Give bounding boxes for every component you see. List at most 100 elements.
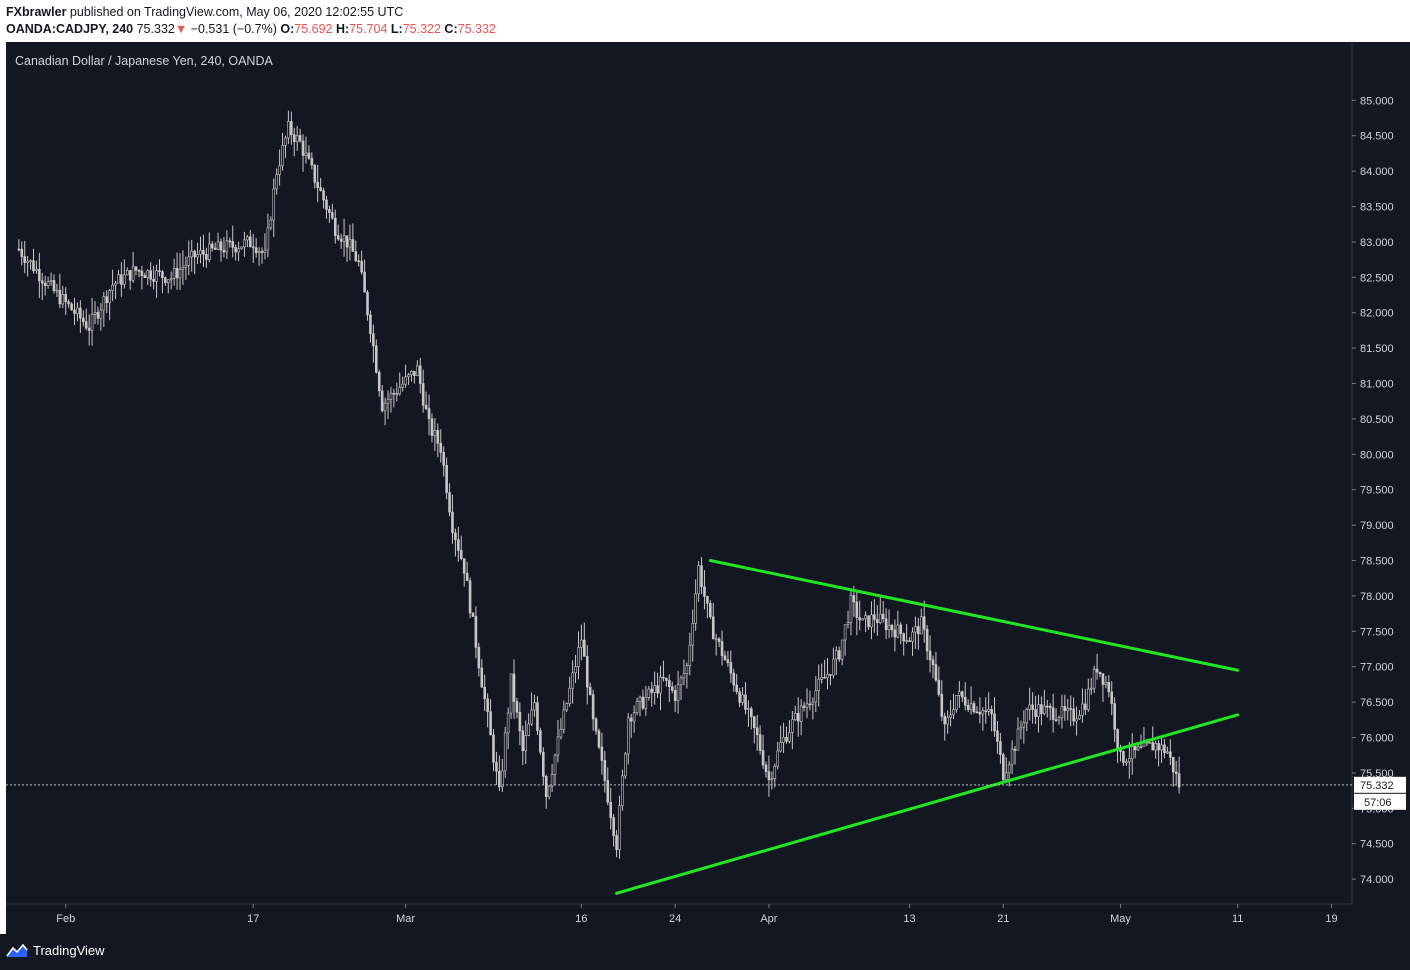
candle-body: [1163, 744, 1166, 754]
candle-body: [527, 723, 530, 736]
tradingview-brand[interactable]: TradingView: [6, 942, 105, 958]
candle-body: [673, 690, 677, 701]
candle-body: [996, 730, 999, 742]
candle-body: [647, 688, 651, 698]
candle-body: [791, 719, 794, 733]
candle-body: [278, 165, 281, 175]
candle-body: [1069, 708, 1073, 710]
y-tick-label: 83.000: [1360, 237, 1394, 249]
candle-body: [249, 236, 252, 248]
candle-body: [181, 267, 185, 270]
candle-body: [1098, 671, 1102, 675]
candle-body: [524, 735, 528, 752]
candle-body: [521, 730, 525, 752]
close-value: 75.332: [457, 22, 496, 36]
candle-body: [1057, 717, 1061, 721]
candle-body: [357, 260, 361, 263]
candle-body: [40, 280, 44, 284]
candle-body: [407, 374, 410, 378]
candle-body: [301, 140, 305, 156]
candle-body: [741, 694, 744, 703]
candle-body: [67, 301, 70, 305]
candle-body: [342, 235, 346, 242]
candle-body: [820, 676, 823, 680]
candle-body: [770, 778, 774, 781]
candle-body: [380, 390, 384, 412]
candle-body: [313, 164, 317, 183]
candle-body: [325, 199, 328, 210]
y-tick-label: 74.000: [1360, 874, 1394, 886]
candle-body: [489, 711, 492, 736]
candle-body: [706, 596, 709, 604]
candle-body: [1148, 742, 1152, 744]
candle-body: [430, 418, 434, 436]
high-label: H:: [335, 22, 350, 36]
candle-body: [1037, 704, 1040, 718]
candle-body: [114, 282, 117, 286]
candle-body: [1101, 673, 1105, 685]
candle-body: [246, 236, 249, 241]
candle-body: [207, 243, 211, 260]
candle-body: [960, 691, 964, 698]
candle-body: [606, 780, 610, 803]
candle-body: [785, 736, 788, 742]
candle-body: [61, 294, 65, 305]
candle-body: [594, 718, 598, 732]
y-tick-label: 83.500: [1360, 202, 1394, 214]
candle-body: [140, 270, 144, 276]
candle-body: [26, 260, 29, 263]
chart-title: Canadian Dollar / Japanese Yen, 240, OAN…: [15, 54, 273, 68]
candle-body: [638, 696, 642, 702]
candle-body: [1128, 758, 1131, 763]
candle-body: [1025, 709, 1029, 724]
candle-body: [477, 647, 481, 669]
candle-body: [1092, 668, 1096, 689]
candle-body: [539, 730, 542, 753]
y-tick-label: 81.500: [1360, 343, 1394, 355]
candle-body: [363, 271, 366, 293]
candle-body: [565, 703, 569, 711]
candle-body: [635, 701, 639, 713]
candle-body: [691, 623, 695, 646]
candle-body: [480, 667, 484, 688]
last-price-label-bg: [1354, 776, 1406, 793]
chart-container[interactable]: Canadian Dollar / Japanese Yen, 240, OAN…: [6, 42, 1410, 934]
candle-body: [298, 135, 302, 142]
candle-body: [418, 365, 422, 384]
y-tick-label: 78.500: [1360, 556, 1394, 568]
candle-body: [374, 345, 378, 373]
candle-body: [618, 805, 621, 850]
down-arrow-icon: ▼: [174, 22, 188, 36]
price-chart[interactable]: Canadian Dollar / Japanese Yen, 240, OAN…: [6, 42, 1410, 934]
candle-body: [263, 249, 267, 253]
candle-body: [1043, 705, 1046, 715]
candle-body: [190, 250, 194, 258]
y-tick-label: 74.500: [1360, 839, 1394, 851]
candle-body: [829, 674, 832, 676]
candle-body: [755, 727, 759, 736]
candle-body: [146, 270, 150, 278]
candle-body: [1034, 709, 1037, 718]
candle-body: [462, 558, 466, 574]
candle-body: [612, 817, 615, 836]
candle-body: [990, 709, 993, 715]
candle-body: [310, 158, 314, 166]
candle-body: [49, 280, 53, 283]
candle-body: [843, 624, 847, 641]
candle-body: [591, 694, 595, 720]
candle-body: [307, 152, 311, 159]
candle-body: [1013, 748, 1017, 751]
candle-body: [128, 270, 132, 281]
x-tick-label: Mar: [396, 913, 415, 925]
candle-body: [84, 321, 88, 329]
candle-body: [29, 260, 32, 263]
candle-body: [439, 442, 443, 453]
author-name[interactable]: FXbrawler: [6, 5, 67, 19]
candle-body: [96, 312, 100, 319]
y-tick-label: 79.000: [1360, 520, 1394, 532]
candle-body: [782, 736, 785, 743]
candle-body: [1151, 742, 1155, 751]
candle-body: [413, 370, 416, 376]
candle-body: [629, 717, 633, 722]
candle-body: [483, 686, 487, 700]
